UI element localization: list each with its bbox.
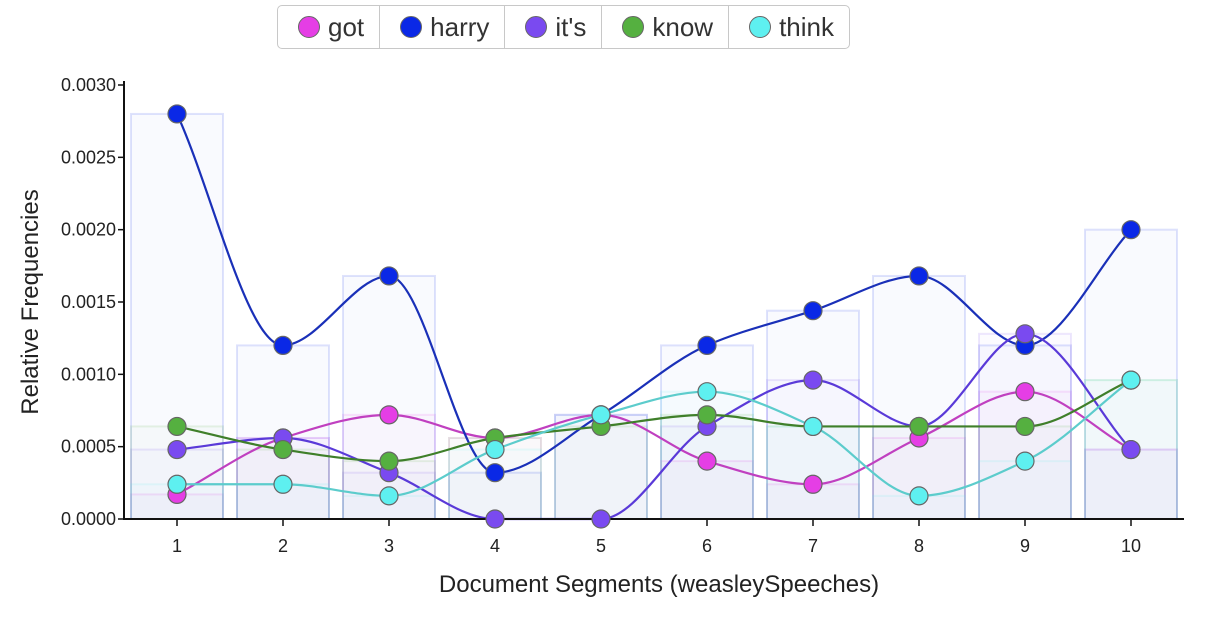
y-tick-label: 0.0025 [61,147,116,167]
point-harry-1[interactable] [167,104,187,124]
point-its-1[interactable] [167,439,187,460]
point-know-2[interactable] [273,439,293,460]
y-tick-label: 0.0000 [61,509,116,529]
point-know-9[interactable] [1015,416,1035,437]
point-think-5[interactable] [591,405,611,425]
y-tick-label: 0.0010 [61,364,116,384]
point-its-5[interactable] [591,509,611,529]
point-harry-6[interactable] [697,335,717,355]
legend-item-think[interactable]: think [729,6,849,48]
legend-swatch-harry [400,16,423,38]
line-its [176,332,1132,521]
x-tick-label: 9 [1020,536,1030,556]
points-layer [167,104,1141,529]
point-know-3[interactable] [379,451,399,471]
x-tick-label: 10 [1121,536,1141,556]
y-tick-label: 0.0030 [61,75,116,95]
point-harry-10[interactable] [1121,220,1141,240]
point-think-7[interactable] [803,416,823,437]
point-harry-2[interactable] [273,335,293,355]
point-think-9[interactable] [1015,451,1035,471]
legend-swatch-got [298,16,320,38]
legend-label-think: think [779,11,834,42]
point-think-4[interactable] [485,439,505,460]
legend-item-harry[interactable]: harry [380,6,506,48]
point-its-7[interactable] [803,370,823,390]
x-tick-label: 4 [490,536,500,556]
point-got-9[interactable] [1015,382,1035,402]
legend-label-know: know [652,11,714,42]
x-tick-label: 8 [914,536,924,556]
legend-swatch-know [622,16,645,38]
x-tick-label: 1 [172,536,182,556]
point-got-3[interactable] [379,405,399,425]
point-think-8[interactable] [909,486,929,506]
legend-item-its[interactable]: it's [505,6,603,48]
legend-item-got[interactable]: got [278,6,381,48]
legend-swatch-its [525,16,548,38]
legend-item-know[interactable]: know [602,6,730,48]
lines-layer [175,113,1132,521]
point-think-2[interactable] [273,474,293,494]
line-harry [175,113,1132,474]
point-got-6[interactable] [697,451,717,471]
y-tick-label: 0.0005 [61,437,116,457]
point-got-7[interactable] [803,474,823,494]
point-know-6[interactable] [697,405,717,425]
point-harry-7[interactable] [803,301,823,321]
legend-swatch-think [749,16,772,38]
point-think-10[interactable] [1121,370,1141,390]
point-know-1[interactable] [167,416,187,437]
y-tick-label: 0.0015 [61,292,116,312]
point-think-3[interactable] [379,486,399,506]
point-its-10[interactable] [1121,439,1141,460]
x-tick-label: 2 [278,536,288,556]
legend-label-got: got [328,11,365,42]
x-tick-label: 6 [702,536,712,556]
bar-think-4 [448,448,542,520]
x-tick-label: 5 [596,536,606,556]
axes-layer: 0.0000 0.0005 0.0010 0.0015 0.0020 0.0025 0.00… [61,75,1184,556]
x-tick-label: 7 [808,536,818,556]
point-its-9[interactable] [1015,324,1035,344]
point-harry-8[interactable] [909,266,929,286]
point-know-8[interactable] [909,416,929,437]
line-know [176,379,1132,463]
legend-label-its: it's [555,11,587,42]
chart-legend: got harry it's know think [277,5,850,49]
line-think [177,379,1132,497]
bar-think-7 [766,425,860,520]
line-got [176,390,1132,496]
legend-label-harry: harry [430,11,490,42]
point-harry-3[interactable] [379,266,399,286]
x-tick-label: 3 [384,536,394,556]
point-harry-4[interactable] [485,463,505,483]
point-its-4[interactable] [485,509,505,529]
point-think-6[interactable] [697,382,717,402]
y-axis-label: Relative Frequencies [17,189,44,414]
x-axis-label: Document Segments (weasleySpeeches) [439,571,879,598]
point-think-1[interactable] [167,474,187,494]
y-tick-label: 0.0020 [61,220,116,240]
